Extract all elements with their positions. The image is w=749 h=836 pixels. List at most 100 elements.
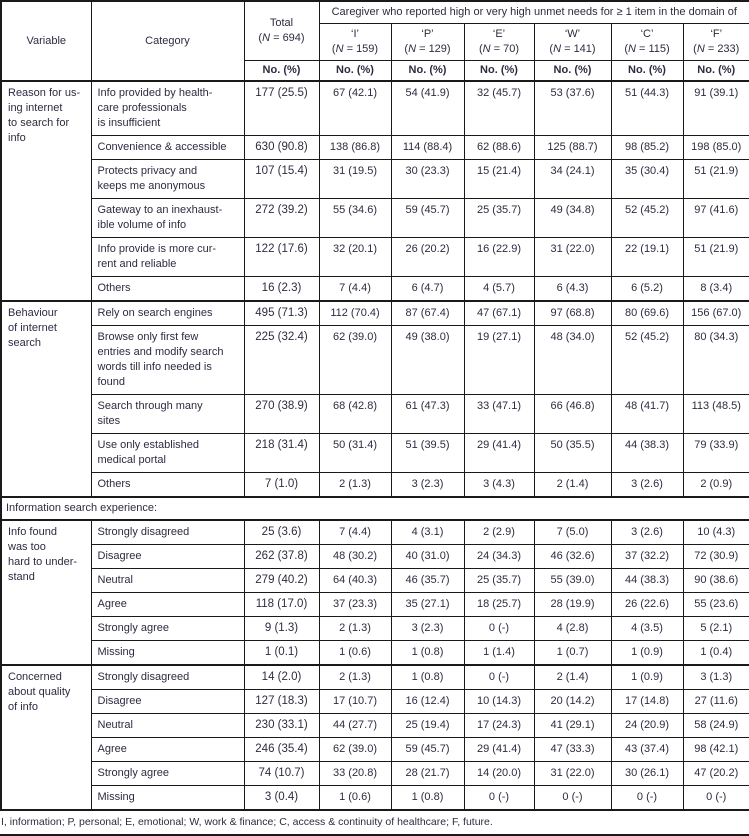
domain-value-cell: 37 (32.2) bbox=[610, 544, 684, 569]
table-row: Neutral 279 (40.2) 64 (40.3) 46 (35.7) 25 (3… bbox=[1, 568, 749, 593]
domain-value-cell: 1 (1.4) bbox=[463, 640, 535, 666]
domain-value-cell: 10 (14.3) bbox=[463, 689, 535, 714]
domain-value-cell: 29 (41.4) bbox=[463, 433, 535, 473]
domain-value-cell: 50 (31.4) bbox=[318, 433, 392, 473]
table-row: Concerned about quality of info Strongly … bbox=[0, 664, 749, 811]
domain-value-cell: 46 (35.7) bbox=[390, 568, 465, 593]
section-divider-row: Information search experience: bbox=[0, 496, 749, 521]
total-value-cell: 177 (25.5) bbox=[243, 80, 320, 136]
category-cell: Missing bbox=[90, 640, 245, 666]
category-cell: Strongly agree bbox=[90, 761, 245, 786]
domain-value-cell: 125 (88.7) bbox=[533, 135, 612, 160]
domain-value-cell: 91 (39.1) bbox=[682, 80, 749, 136]
total-value-cell: 279 (40.2) bbox=[243, 568, 320, 593]
variable-column-header: Variable bbox=[0, 0, 92, 82]
domain-value-cell: 2 (1.3) bbox=[318, 616, 392, 641]
domain-value-cell: 1 (0.8) bbox=[390, 785, 465, 811]
domain-value-cell: 47 (67.1) bbox=[463, 300, 535, 326]
total-value-cell: 14 (2.0) bbox=[243, 664, 320, 690]
domain-value-cell: 22 (19.1) bbox=[610, 237, 684, 277]
domain-value-cell: 44 (27.7) bbox=[318, 713, 392, 738]
domain-value-cell: 25 (19.4) bbox=[390, 713, 465, 738]
table-body: Reason for us- ing internet to search fo… bbox=[0, 80, 749, 811]
domain-value-cell: 47 (33.3) bbox=[533, 737, 612, 762]
domain-value-cell: 6 (5.2) bbox=[610, 276, 684, 302]
domain-value-cell: 17 (24.3) bbox=[463, 713, 535, 738]
table-row: Gateway to an inexhaust- ible volume of … bbox=[1, 198, 749, 238]
domain-value-cell: 26 (20.2) bbox=[390, 237, 465, 277]
table-row: Protects privacy and keeps me anonymous 1… bbox=[1, 159, 749, 199]
domain-value-cell: 31 (19.5) bbox=[318, 159, 392, 199]
domain-value-cell: 0 (-) bbox=[463, 785, 535, 811]
total-value-cell: 16 (2.3) bbox=[243, 276, 320, 302]
category-cell: Protects privacy and keeps me anonymous bbox=[90, 159, 245, 199]
total-value-cell: 272 (39.2) bbox=[243, 198, 320, 238]
domain-value-cell: 2 (1.3) bbox=[318, 664, 392, 690]
category-cell: Strongly disagreed bbox=[90, 664, 245, 690]
table-row: Behaviour of internet search Rely on sear… bbox=[0, 300, 749, 498]
category-cell: Strongly agree bbox=[90, 616, 245, 641]
domain-value-cell: 3 (1.3) bbox=[682, 664, 749, 690]
domain-value-cell: 64 (40.3) bbox=[318, 568, 392, 593]
domain-value-cell: 8 (3.4) bbox=[682, 276, 749, 302]
domain-value-cell: 20 (14.2) bbox=[533, 689, 612, 714]
no-pct-header: No. (%) bbox=[533, 60, 612, 82]
domain-value-cell: 16 (22.9) bbox=[463, 237, 535, 277]
domain-value-cell: 33 (47.1) bbox=[463, 394, 535, 434]
domain-value-cell: 24 (20.9) bbox=[610, 713, 684, 738]
domain-column-header-1: ‘I’ (N = 159) bbox=[318, 23, 392, 61]
domain-value-cell: 0 (-) bbox=[682, 785, 749, 811]
table-footnote: I, information; P, personal; E, emotiona… bbox=[0, 811, 749, 836]
domain-value-cell: 98 (85.2) bbox=[610, 135, 684, 160]
table-row: Agree 118 (17.0) 37 (23.3) 35 (27.1) 18 (25.… bbox=[1, 592, 749, 617]
no-pct-header: No. (%) bbox=[463, 60, 535, 82]
variable-cell: Reason for us- ing internet to search fo… bbox=[0, 80, 92, 302]
table-row: Info found was too hard to under- stand S… bbox=[0, 519, 749, 666]
category-cell: Agree bbox=[90, 592, 245, 617]
no-pct-header: No. (%) bbox=[610, 60, 684, 82]
domain-value-cell: 3 (2.6) bbox=[610, 519, 684, 545]
domain-value-cell: 48 (30.2) bbox=[318, 544, 392, 569]
total-value-cell: 262 (37.8) bbox=[243, 544, 320, 569]
category-cell: Neutral bbox=[90, 568, 245, 593]
domain-value-cell: 3 (2.6) bbox=[610, 472, 684, 498]
domain-value-cell: 3 (4.3) bbox=[463, 472, 535, 498]
domain-value-cell: 62 (88.6) bbox=[463, 135, 535, 160]
table-row: Missing 3 (0.4) 1 (0.6) 1 (0.8) 0 (-) 0 (-) 0 … bbox=[1, 785, 749, 811]
domain-value-cell: 15 (21.4) bbox=[463, 159, 535, 199]
domain-value-cell: 7 (4.4) bbox=[318, 519, 392, 545]
table-row: Convenience & accessible 630 (90.8) 138 (8… bbox=[1, 135, 749, 160]
domain-value-cell: 52 (45.2) bbox=[610, 198, 684, 238]
category-cell: Disagree bbox=[90, 544, 245, 569]
category-cell: Disagree bbox=[90, 689, 245, 714]
category-cell: Rely on search engines bbox=[90, 300, 245, 326]
domain-value-cell: 48 (34.0) bbox=[533, 325, 612, 395]
domain-value-cell: 44 (38.3) bbox=[610, 568, 684, 593]
total-value-cell: 230 (33.1) bbox=[243, 713, 320, 738]
domain-value-cell: 80 (34.3) bbox=[682, 325, 749, 395]
domain-value-cell: 18 (25.7) bbox=[463, 592, 535, 617]
domain-value-cell: 0 (-) bbox=[533, 785, 612, 811]
domain-value-cell: 90 (38.6) bbox=[682, 568, 749, 593]
total-value-cell: 246 (35.4) bbox=[243, 737, 320, 762]
domain-value-cell: 6 (4.3) bbox=[533, 276, 612, 302]
header-row-1: Variable Category Total (N = 694) Caregiver… bbox=[0, 0, 749, 82]
domain-value-cell: 1 (0.8) bbox=[390, 640, 465, 666]
table-row: Others 7 (1.0) 2 (1.3) 3 (2.3) 3 (4.3) 2 (1.4… bbox=[1, 472, 749, 498]
domain-value-cell: 51 (21.9) bbox=[682, 237, 749, 277]
domain-value-cell: 114 (88.4) bbox=[390, 135, 465, 160]
domain-value-cell: 0 (-) bbox=[463, 664, 535, 690]
total-value-cell: 74 (10.7) bbox=[243, 761, 320, 786]
domain-value-cell: 2 (1.4) bbox=[533, 664, 612, 690]
total-value-cell: 630 (90.8) bbox=[243, 135, 320, 160]
domain-value-cell: 16 (12.4) bbox=[390, 689, 465, 714]
domain-value-cell: 44 (38.3) bbox=[610, 433, 684, 473]
no-pct-header: No. (%) bbox=[390, 60, 465, 82]
domain-value-cell: 4 (2.8) bbox=[533, 616, 612, 641]
domain-value-cell: 1 (0.9) bbox=[610, 664, 684, 690]
domains-span-header: Caregiver who reported high or very high… bbox=[318, 0, 749, 24]
domain-value-cell: 1 (0.6) bbox=[318, 785, 392, 811]
domain-column-header-6: ‘F’ (N = 233) bbox=[682, 23, 749, 61]
domain-value-cell: 156 (67.0) bbox=[682, 300, 749, 326]
variable-cell: Behaviour of internet search bbox=[0, 300, 92, 498]
